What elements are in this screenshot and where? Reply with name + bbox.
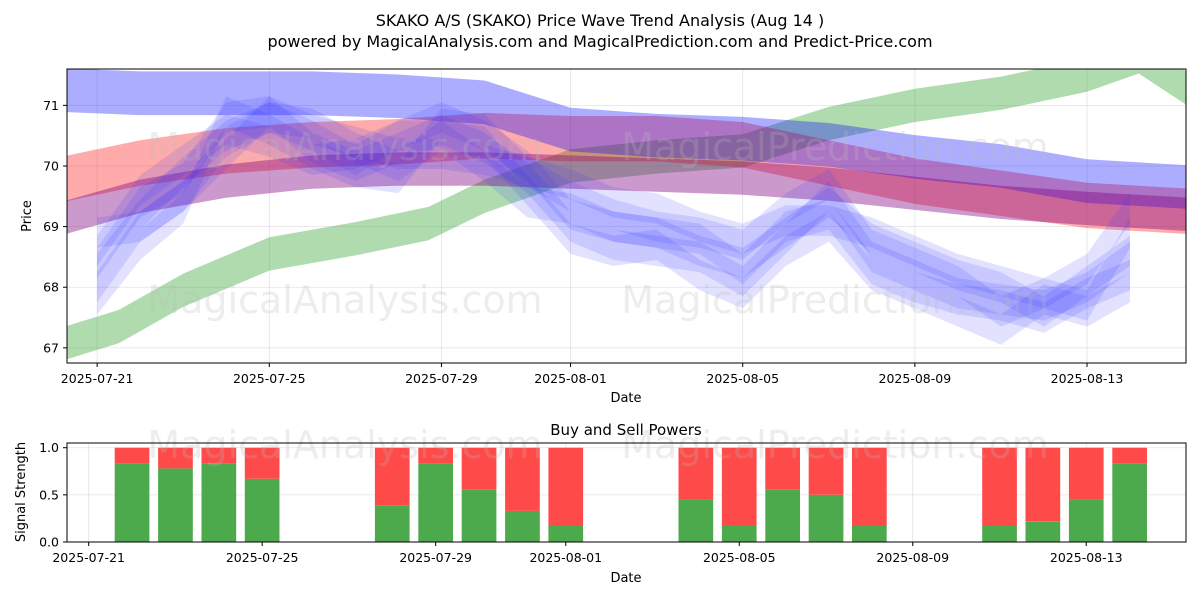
band-blue-wave-3 xyxy=(97,96,1131,327)
band-purple-band xyxy=(67,152,1186,234)
buy-bar xyxy=(374,505,410,542)
price-x-tick-label: 2025-07-21 xyxy=(61,371,134,386)
signal-y-axis-label: Signal Strength xyxy=(14,442,29,542)
price-y-tick-label: 70 xyxy=(43,158,59,173)
sell-bar xyxy=(1112,447,1147,464)
sell-bar xyxy=(808,447,844,495)
price-x-tick-label: 2025-07-25 xyxy=(233,371,306,386)
buy-bar xyxy=(548,526,584,542)
signal-x-tick-label: 2025-07-29 xyxy=(399,550,472,565)
price-x-axis-label: Date xyxy=(610,391,641,406)
buy-bar xyxy=(765,489,800,542)
band-blue-wave-5 xyxy=(97,114,1131,327)
sell-bar xyxy=(721,447,757,526)
signal-watermarks: MagicalAnalysis.com MagicalPrediction.co… xyxy=(147,423,1048,467)
buy-bar xyxy=(982,526,1017,542)
chart-title: SKAKO A/S (SKAKO) Price Wave Trend Analy… xyxy=(376,11,825,30)
signal-y-tick-label: 1.0 xyxy=(39,440,59,455)
band-blue-wave-1 xyxy=(97,102,1131,333)
buy-bar xyxy=(461,489,497,542)
signal-x-tick-label: 2025-08-05 xyxy=(703,550,776,565)
price-ticks: 2025-07-21 2025-07-25 2025-07-29 2025-08-01… xyxy=(43,98,1123,386)
price-y-axis-label: Price xyxy=(20,200,35,232)
signal-x-tick-label: 2025-08-09 xyxy=(876,550,949,565)
price-bands xyxy=(67,69,1186,360)
sell-bar xyxy=(678,447,714,500)
price-plot-frame xyxy=(66,68,1187,364)
band-blue-wave-2 xyxy=(97,96,1131,321)
signal-x-tick-label: 2025-08-01 xyxy=(529,550,602,565)
sell-bar xyxy=(201,447,237,464)
sell-bar xyxy=(765,447,800,490)
sell-bar xyxy=(418,447,453,464)
price-y-tick-label: 67 xyxy=(43,340,59,355)
price-grid xyxy=(67,69,1186,363)
signal-y-tick-label: 0.0 xyxy=(39,535,59,550)
watermark-prediction-2: MagicalPrediction.com xyxy=(621,278,1049,322)
buy-bar xyxy=(505,510,540,542)
watermark-analysis-3: MagicalAnalysis.com xyxy=(147,423,542,467)
sell-bar xyxy=(114,447,150,464)
band-blue-wave-4 xyxy=(97,102,1131,345)
signal-bars xyxy=(114,447,1147,542)
buy-bar xyxy=(201,463,237,542)
sell-bar xyxy=(374,447,410,506)
buy-bar xyxy=(808,494,844,542)
buy-bar xyxy=(721,526,757,542)
price-x-tick-label: 2025-08-13 xyxy=(1051,371,1124,386)
price-x-tick-label: 2025-08-09 xyxy=(879,371,952,386)
watermark-prediction-3: MagicalPrediction.com xyxy=(621,423,1049,467)
buy-bar xyxy=(1025,521,1061,542)
band-blue-wave-6 xyxy=(97,96,1131,309)
signal-x-tick-label: 2025-07-25 xyxy=(226,550,299,565)
watermark-analysis-2: MagicalAnalysis.com xyxy=(147,278,542,322)
price-watermarks: MagicalAnalysis.com MagicalPrediction.co… xyxy=(147,125,1048,322)
price-y-tick-label: 68 xyxy=(43,280,59,295)
price-x-tick-label: 2025-08-01 xyxy=(534,371,607,386)
buy-bar xyxy=(158,468,193,542)
buy-bar xyxy=(678,499,714,542)
band-blue-band xyxy=(67,69,1186,209)
signal-ticks: 2025-07-21 2025-07-25 2025-07-29 2025-08-01… xyxy=(39,440,1122,565)
price-x-tick-label: 2025-08-05 xyxy=(706,371,779,386)
signal-x-axis-label: Date xyxy=(610,571,641,586)
sell-bar xyxy=(158,447,193,469)
signal-chart-title: Buy and Sell Powers xyxy=(550,421,702,439)
chart-subtitle: powered by MagicalAnalysis.com and Magic… xyxy=(267,32,932,51)
sell-bar xyxy=(461,447,497,490)
watermark-prediction: MagicalPrediction.com xyxy=(621,125,1049,169)
signal-plot-frame xyxy=(66,442,1187,543)
sell-bar xyxy=(852,447,887,526)
sell-bar xyxy=(548,447,584,526)
signal-x-tick-label: 2025-07-21 xyxy=(52,550,125,565)
buy-bar xyxy=(1068,499,1104,542)
sell-bar xyxy=(244,447,280,479)
buy-bar xyxy=(114,463,150,542)
price-y-tick-label: 69 xyxy=(43,219,59,234)
sell-bar xyxy=(982,447,1017,526)
buy-bar xyxy=(852,526,887,542)
buy-bar xyxy=(418,463,453,542)
sell-bar xyxy=(1025,447,1061,522)
watermark-analysis: MagicalAnalysis.com xyxy=(147,125,542,169)
price-wave-plot: MagicalAnalysis.com MagicalPrediction.co… xyxy=(20,68,1187,406)
sell-bar xyxy=(1068,447,1104,500)
signal-y-tick-label: 0.5 xyxy=(39,487,59,502)
price-y-tick-label: 71 xyxy=(43,98,59,113)
sell-bar xyxy=(505,447,540,511)
buy-bar xyxy=(1112,463,1147,542)
signal-x-tick-label: 2025-08-13 xyxy=(1050,550,1123,565)
price-x-tick-label: 2025-07-29 xyxy=(405,371,478,386)
band-red-band xyxy=(67,112,1186,234)
signal-strength-plot: Buy and Sell Powers MagicalAnalysis.com … xyxy=(14,421,1187,586)
buy-bar xyxy=(244,478,280,542)
